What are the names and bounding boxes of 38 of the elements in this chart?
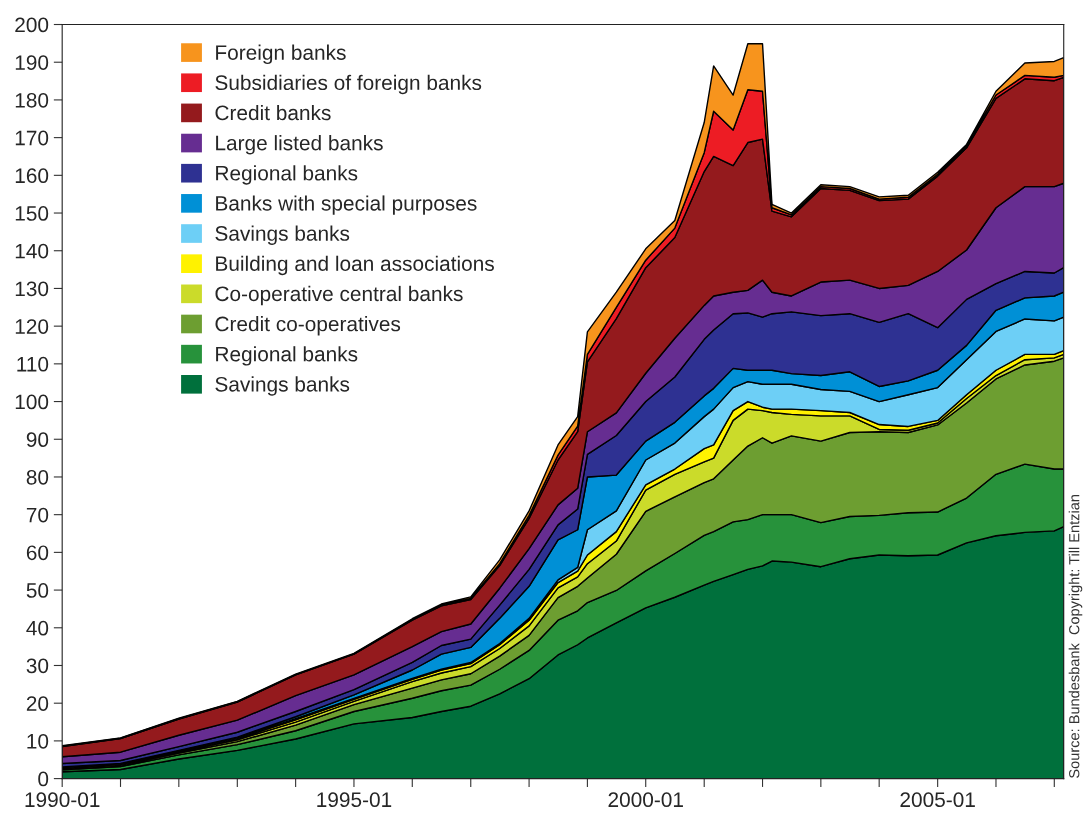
x-tick-label: 2000-01 [608,792,683,808]
y-tick-label: 80 [26,469,49,485]
legend-label: Savings banks [215,376,350,396]
y-tick-label: 130 [15,281,49,297]
x-tick-label: 2005-01 [900,792,975,808]
legend-label: Credit banks [215,104,331,121]
x-tick-label: 1990-01 [25,792,100,808]
y-tick-label: 160 [15,168,49,184]
y-tick-label: 90 [26,432,49,448]
legend-label: Credit co-operatives [215,316,401,336]
y-tick-label: 150 [15,206,49,221]
y-tick-label: 140 [15,243,49,259]
legend-label: Building and loan associations [216,255,494,276]
y-tick-label: 120 [15,319,49,334]
y-tick-label: 40 [26,620,49,636]
y-tick-label: 50 [26,583,49,598]
legend-label: Co-operative central banks [215,285,463,306]
legend-label: Regional banks [216,165,358,185]
source-note: Source: Bundesbank Copyright: Till Entzian [1068,495,1083,778]
legend-label: Regional banks [216,346,358,366]
legend-label: Savings banks [215,225,350,245]
legend-label: Foreign banks [216,44,346,65]
y-tick-label: 110 [17,356,49,372]
y-tick-label: 200 [15,17,49,33]
y-tick-label: 30 [26,658,49,674]
legend-label: Subsidiaries of foreign banks [215,74,482,95]
y-tick-label: 180 [15,92,49,108]
y-tick-label: 10 [27,733,49,749]
y-tick-label: 170 [15,130,49,146]
y-tick-label: 190 [15,55,49,70]
legend-label: Banks with special purposes [216,195,477,215]
legend-label: Large listed banks [216,135,383,155]
y-tick-label: 20 [26,696,49,711]
y-tick-label: 70 [26,507,49,523]
x-tick-label: 1995-01 [317,792,392,808]
y-tick-label: 0 [38,771,49,787]
y-tick-label: 60 [26,545,49,561]
y-tick-label: 100 [15,394,49,410]
